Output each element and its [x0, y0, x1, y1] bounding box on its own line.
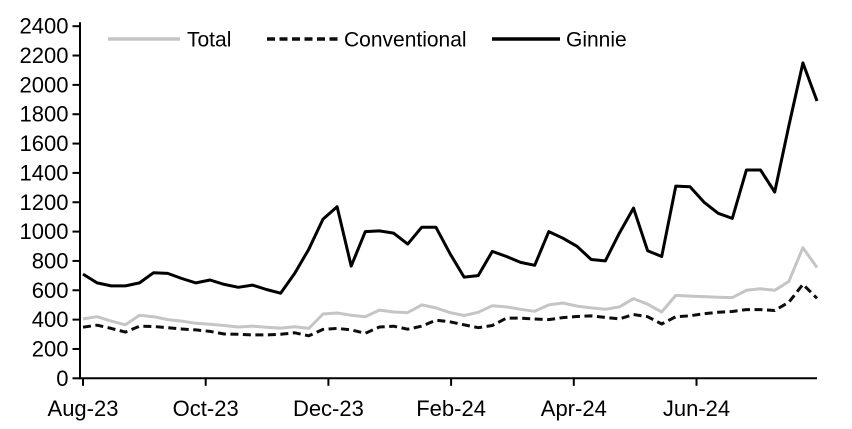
x-axis-tick-label: Aug-23 [48, 396, 119, 421]
y-axis-tick-label: 0 [56, 366, 68, 391]
x-axis-tick-label: Apr-24 [541, 396, 607, 421]
y-axis-tick-label: 800 [32, 248, 69, 273]
y-axis-tick-label: 1400 [20, 160, 69, 185]
y-axis-tick-label: 1800 [20, 102, 69, 127]
y-axis-tick-label: 1600 [20, 131, 69, 156]
y-axis-tick-label: 600 [32, 278, 69, 303]
x-axis: Aug-23 Oct-23 Dec-23 Feb-24 Apr-24 Jun-24 [48, 377, 817, 421]
x-axis-tick-label: Jun-24 [663, 396, 730, 421]
y-axis-tick-label: 1000 [20, 219, 69, 244]
y-axis-tick-label: 1200 [20, 190, 69, 215]
series-line-conventional [82, 282, 819, 338]
series-line-total [82, 246, 819, 330]
legend: Total Conventional Ginnie [108, 29, 627, 52]
legend-item-total: Total [108, 29, 231, 52]
y-axis-tick-label: 2200 [20, 43, 69, 68]
series-line-ginnie [82, 61, 819, 295]
y-axis-tick-label: 200 [32, 336, 69, 361]
y-axis-tick-label: 400 [32, 307, 69, 332]
x-axis-tick-label: Dec-23 [293, 396, 364, 421]
y-axis-tick-label: 2000 [20, 72, 69, 97]
legend-item-conventional: Conventional [267, 29, 467, 52]
y-axis: 0 200 400 600 800 1000 1200 1400 1600 1800 2000 220… [20, 14, 81, 391]
x-axis-tick-label: Feb-24 [416, 396, 486, 421]
legend-label-total: Total [187, 29, 231, 52]
legend-label-conventional: Conventional [344, 29, 467, 52]
legend-label-ginnie: Ginnie [566, 29, 627, 52]
legend-item-ginnie: Ginnie [492, 29, 627, 52]
y-axis-tick-label: 2400 [20, 14, 69, 39]
x-axis-tick-label: Oct-23 [173, 396, 239, 421]
